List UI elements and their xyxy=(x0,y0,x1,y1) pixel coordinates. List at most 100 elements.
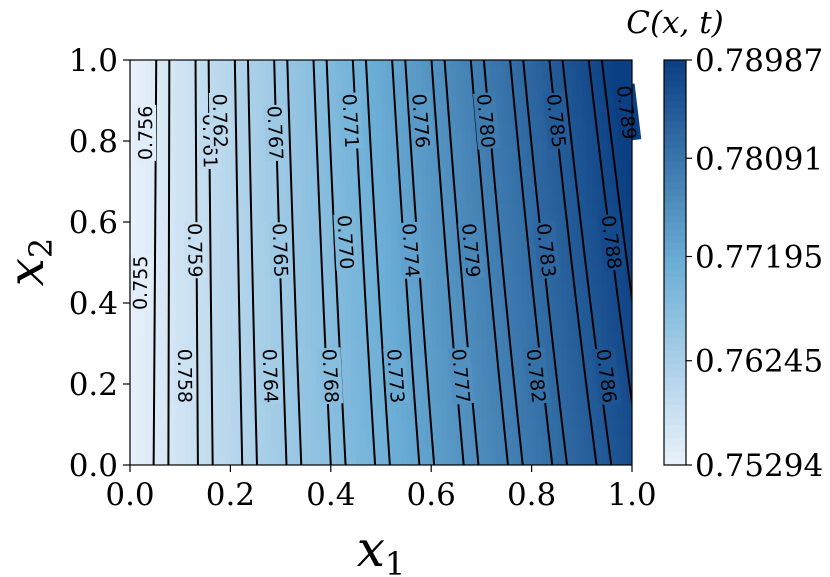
field-cell xyxy=(441,114,447,124)
field-cell xyxy=(160,60,166,70)
field-cell xyxy=(200,375,206,385)
field-cell xyxy=(195,213,201,223)
field-cell xyxy=(426,420,432,430)
field-cell xyxy=(571,411,578,421)
field-cell xyxy=(275,321,282,331)
field-cell xyxy=(305,411,312,421)
field-cell xyxy=(355,375,362,385)
field-cell xyxy=(521,78,528,88)
field-cell xyxy=(335,69,342,79)
field-cell xyxy=(320,168,327,178)
field-cell xyxy=(511,348,518,358)
field-cell xyxy=(370,339,377,349)
field-cell xyxy=(185,69,191,79)
field-cell xyxy=(501,78,508,88)
field-cell xyxy=(160,384,166,394)
field-cell xyxy=(315,267,322,277)
field-cell xyxy=(185,303,191,313)
field-cell xyxy=(315,78,322,88)
field-cell xyxy=(275,312,282,322)
field-cell xyxy=(446,141,452,151)
field-cell xyxy=(571,69,578,79)
field-cell xyxy=(411,159,417,169)
field-cell xyxy=(310,114,317,124)
field-cell xyxy=(456,276,462,286)
field-cell xyxy=(260,249,267,259)
field-cell xyxy=(586,258,593,268)
field-cell xyxy=(140,60,146,70)
field-cell xyxy=(185,78,191,88)
field-cell xyxy=(541,213,548,223)
field-cell xyxy=(571,87,578,97)
field-cell xyxy=(596,177,603,187)
field-cell xyxy=(170,384,176,394)
field-cell xyxy=(190,105,196,115)
field-cell xyxy=(501,402,508,412)
field-cell xyxy=(155,132,161,142)
field-cell xyxy=(501,267,508,277)
field-cell xyxy=(300,222,307,232)
field-cell xyxy=(190,438,196,448)
field-cell xyxy=(260,105,267,115)
field-cell xyxy=(130,60,136,70)
field-cell xyxy=(536,294,543,304)
field-cell xyxy=(175,321,181,331)
field-cell xyxy=(486,303,493,313)
field-cell xyxy=(210,195,216,205)
field-cell xyxy=(481,339,488,349)
field-cell xyxy=(596,447,603,457)
field-cell xyxy=(436,258,442,268)
field-cell xyxy=(270,285,277,295)
colorbar-segment xyxy=(664,296,686,304)
field-cell xyxy=(360,402,367,412)
field-cell xyxy=(220,321,226,331)
field-cell xyxy=(481,447,488,457)
field-cell xyxy=(280,177,287,187)
field-cell xyxy=(401,195,407,205)
field-cell xyxy=(210,249,216,259)
field-cell xyxy=(581,285,588,295)
field-cell xyxy=(210,177,216,187)
field-cell xyxy=(591,123,598,133)
field-cell xyxy=(290,393,297,403)
field-cell xyxy=(406,456,412,465)
field-cell xyxy=(381,114,387,124)
field-cell xyxy=(551,159,558,169)
field-cell xyxy=(486,195,493,205)
field-cell xyxy=(481,150,488,160)
field-cell xyxy=(240,276,247,286)
field-cell xyxy=(531,213,538,223)
field-cell xyxy=(295,168,302,178)
field-cell xyxy=(280,411,287,421)
field-cell xyxy=(626,78,632,88)
field-cell xyxy=(586,231,593,241)
field-cell xyxy=(406,60,412,70)
field-cell xyxy=(591,186,598,196)
field-cell xyxy=(596,411,603,421)
contour-label-group: 0.773 xyxy=(382,347,410,405)
contour-label: 0.758 xyxy=(173,349,195,404)
field-cell xyxy=(386,294,392,304)
field-cell xyxy=(436,78,442,88)
field-cell xyxy=(345,438,352,448)
field-cell xyxy=(330,339,337,349)
field-cell xyxy=(471,321,477,331)
field-cell xyxy=(225,411,231,421)
field-cell xyxy=(210,231,216,241)
field-cell xyxy=(225,330,231,340)
field-cell xyxy=(250,132,257,142)
field-cell xyxy=(200,186,206,196)
field-cell xyxy=(566,195,573,205)
field-cell xyxy=(300,150,307,160)
field-cell xyxy=(511,186,518,196)
field-cell xyxy=(496,321,503,331)
field-cell xyxy=(446,78,452,88)
field-cell xyxy=(381,168,387,178)
field-cell xyxy=(576,285,583,295)
field-cell xyxy=(626,222,632,232)
field-cell xyxy=(516,294,523,304)
field-cell xyxy=(511,447,518,457)
field-cell xyxy=(255,303,262,313)
field-cell xyxy=(180,177,186,187)
colorbar-segment xyxy=(664,269,686,277)
